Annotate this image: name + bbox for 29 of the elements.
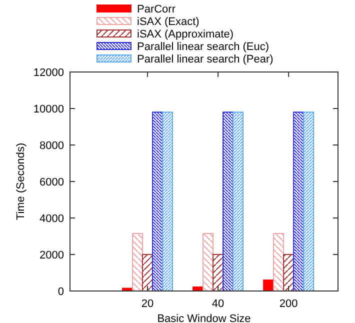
bar (142, 254, 154, 292)
x-tick-label: 200 (279, 298, 298, 310)
bar (273, 233, 284, 292)
bar (212, 254, 224, 292)
legend-label: ParCorr (137, 3, 176, 16)
bar (283, 254, 294, 292)
y-axis-title: Time (Seconds) (15, 142, 27, 220)
x-tick-label: 40 (212, 298, 224, 310)
y-tick-label: 12000 (33, 66, 64, 79)
bar (132, 233, 144, 292)
bar (222, 112, 234, 292)
legend-label: Parallel linear search (Pear) (137, 53, 274, 66)
bar (303, 112, 314, 292)
y-tick-label: 0 (58, 286, 64, 298)
bar (293, 112, 304, 292)
x-tick-label: 20 (141, 298, 154, 310)
legend-label: iSAX (Exact) (137, 16, 200, 28)
y-tick-label: 8000 (40, 140, 64, 152)
bar (202, 233, 214, 292)
y-tick-label: 2000 (40, 249, 64, 262)
y-tick-label: 10000 (33, 103, 64, 116)
y-tick-label: 6000 (40, 176, 64, 188)
bar (162, 112, 174, 292)
bar (232, 112, 244, 292)
bar (152, 112, 164, 292)
y-tick-label: 4000 (40, 212, 64, 225)
x-axis-title: Basic Window Size (157, 313, 251, 323)
legend-label: Parallel linear search (Euc) (137, 40, 270, 53)
legend-label: iSAX (Approximate) (137, 28, 234, 40)
